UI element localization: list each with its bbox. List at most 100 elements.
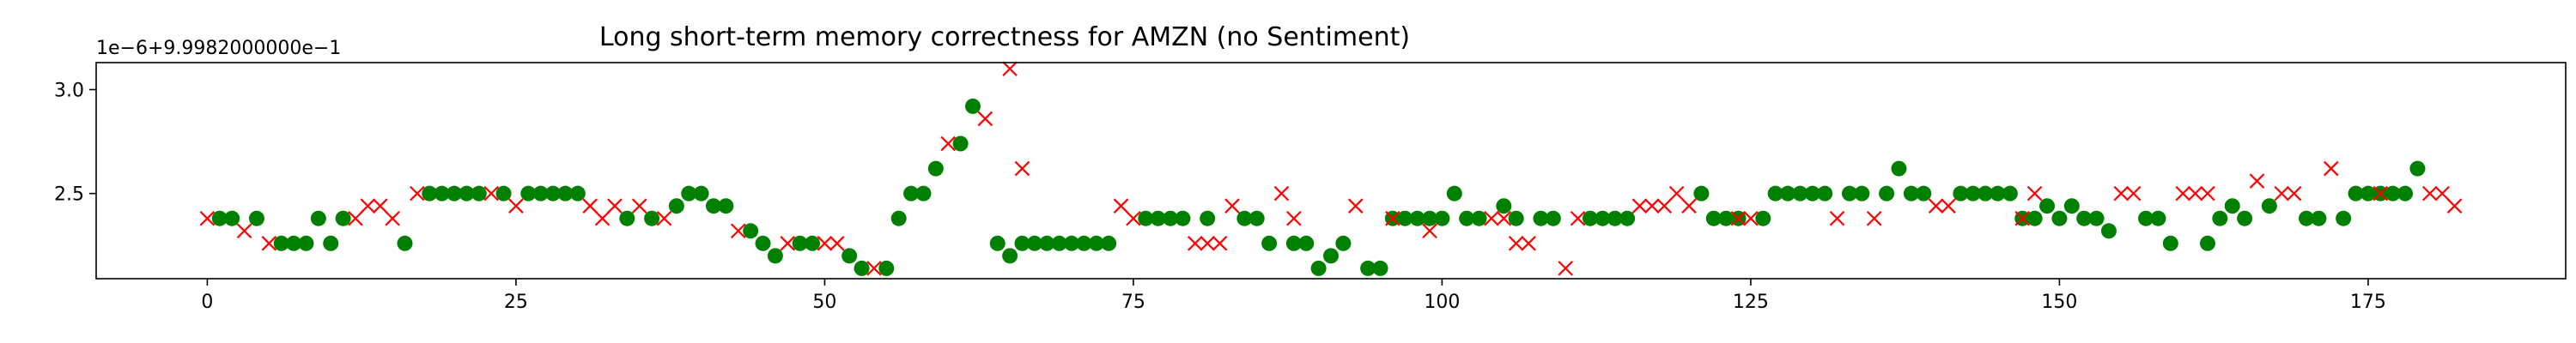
incorrect-point	[2014, 210, 2031, 226]
correct-point	[2360, 185, 2376, 202]
incorrect-point	[1644, 198, 1660, 214]
incorrect-point	[817, 236, 833, 251]
correct-point	[2199, 235, 2215, 251]
correct-point	[2212, 210, 2228, 226]
x-tick-label: 50	[812, 292, 836, 313]
incorrect-point	[360, 198, 376, 214]
correct-point	[1446, 185, 1462, 202]
correct-point	[1990, 185, 2006, 202]
correct-point	[1249, 210, 1265, 226]
incorrect-point	[410, 185, 425, 202]
incorrect-point	[2286, 185, 2302, 202]
correct-point	[1471, 210, 1487, 226]
incorrect-point	[866, 261, 882, 276]
correct-point	[792, 235, 808, 251]
correct-point	[989, 235, 1005, 251]
incorrect-point	[977, 111, 993, 127]
correct-point	[557, 185, 574, 202]
correct-point	[964, 98, 981, 114]
incorrect-point	[2125, 185, 2142, 202]
correct-point	[2261, 198, 2277, 214]
correct-point	[286, 235, 302, 251]
correct-point	[1619, 210, 1636, 226]
correct-point	[1409, 210, 1425, 226]
x-tick-label: 100	[1424, 292, 1460, 313]
incorrect-point	[2434, 185, 2450, 202]
correct-point	[2063, 198, 2080, 214]
incorrect-point	[1829, 210, 1845, 226]
correct-point	[471, 185, 487, 202]
incorrect-point	[199, 210, 216, 226]
incorrect-point	[594, 210, 611, 226]
correct-point	[743, 223, 759, 239]
correct-point	[1705, 210, 1722, 226]
correct-point	[1755, 210, 1771, 226]
correct-point	[2150, 210, 2166, 226]
correct-point	[952, 135, 969, 152]
correct-point	[1285, 235, 1302, 251]
x-tick-label: 150	[2041, 292, 2077, 313]
correct-point	[2224, 198, 2240, 214]
correct-point	[2100, 223, 2117, 239]
correct-point	[841, 248, 858, 264]
y-tick-label: 2.5	[54, 184, 84, 206]
correct-point	[1953, 185, 1969, 202]
correct-point	[1323, 248, 1339, 264]
correct-point	[1804, 185, 1820, 202]
correct-point	[1965, 185, 1981, 202]
correct-point	[1088, 235, 1104, 251]
correct-point	[915, 185, 932, 202]
correct-point	[2348, 185, 2364, 202]
correct-point	[2397, 185, 2414, 202]
axis-ticks: 0 25 50 75 100 125 150 175 2.5 3.0	[54, 81, 2386, 314]
correct-point	[1310, 260, 1327, 276]
y-axis-offset-text: 1e−6+9.9982000000e−1	[96, 38, 341, 59]
x-tick-label: 25	[504, 292, 528, 313]
correct-point	[1533, 210, 1549, 226]
correct-point	[1026, 235, 1042, 251]
incorrect-point	[2175, 185, 2190, 202]
x-tick-label: 75	[1121, 292, 1145, 313]
correct-point	[211, 210, 228, 226]
correct-point	[1335, 235, 1352, 251]
correct-point	[569, 185, 586, 202]
correct-point	[718, 198, 734, 214]
correct-point	[323, 235, 339, 251]
correct-point	[1817, 185, 1833, 202]
incorrect-point	[631, 198, 647, 214]
correct-point	[619, 210, 635, 226]
incorrect-point	[508, 198, 524, 214]
correct-point	[1039, 235, 1055, 251]
incorrect-point	[1188, 236, 1203, 251]
correct-point	[2051, 210, 2068, 226]
incorrect-point	[1002, 61, 1018, 77]
correct-point	[434, 185, 450, 202]
correct-point	[459, 185, 475, 202]
x-tick-label: 0	[201, 292, 213, 313]
incorrect-point	[780, 236, 796, 251]
correct-point	[520, 185, 537, 202]
correct-point	[495, 185, 512, 202]
correct-point	[1397, 210, 1413, 226]
correct-point	[224, 210, 240, 226]
incorrect-point	[1508, 236, 1524, 251]
correct-point	[903, 185, 920, 202]
incorrect-point	[385, 210, 400, 226]
correct-point	[2026, 210, 2043, 226]
correct-point	[1718, 210, 1735, 226]
incorrect-point	[2324, 160, 2339, 177]
correct-point	[310, 210, 326, 226]
incorrect-point	[2446, 198, 2463, 214]
correct-point	[1261, 235, 1278, 251]
correct-point	[1780, 185, 1796, 202]
correct-point	[1150, 210, 1166, 226]
correct-point	[447, 185, 463, 202]
incorrect-point	[2274, 185, 2290, 202]
plot-frame	[95, 62, 2567, 280]
correct-point	[2138, 210, 2154, 226]
correct-point	[927, 160, 944, 177]
incorrect-point	[2200, 185, 2215, 202]
incorrect-point	[372, 198, 388, 214]
incorrect-point	[1273, 185, 1290, 202]
